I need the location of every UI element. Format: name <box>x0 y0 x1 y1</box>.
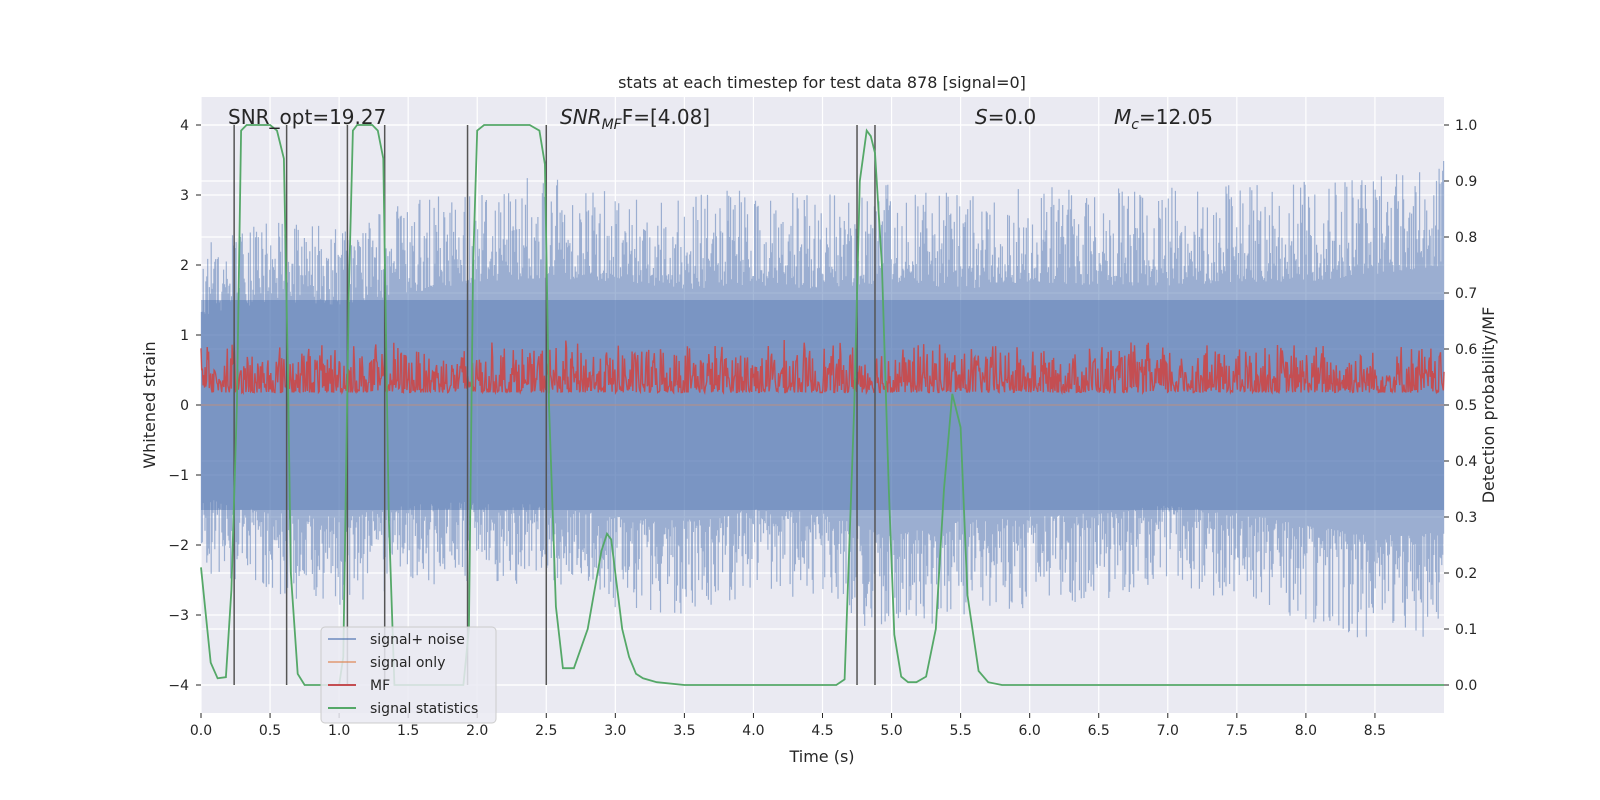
mf-trace <box>200 339 1445 396</box>
y-tick-label: −4 <box>168 678 189 694</box>
legend-label-mf: MF <box>370 678 390 694</box>
snr-opt-annotation: SNR_opt=19.27 <box>228 105 386 129</box>
y2-tick-label: 0.0 <box>1455 678 1477 694</box>
s-main: S <box>975 105 988 129</box>
x-tick-label: 5.5 <box>949 723 971 739</box>
y-tick-label: −3 <box>168 608 189 624</box>
y2-ticks: 0.0 0.1 0.2 0.3 0.4 0.5 0.6 0.7 0.8 0.9 1.0 <box>1444 118 1477 694</box>
mc-annotation: Mc=12.05 <box>1114 105 1213 133</box>
y-tick-label: 1 <box>180 328 189 344</box>
x-tick-label: 3.0 <box>604 723 626 739</box>
x-tick-label: 0.5 <box>259 723 281 739</box>
x-tick-label: 8.5 <box>1364 723 1386 739</box>
y2-tick-label: 0.8 <box>1455 230 1477 246</box>
x-tick-label: 0.0 <box>190 723 212 739</box>
legend: signal+ noise signal only MF signal stat… <box>320 626 497 724</box>
snr-mf-main: SNR <box>560 105 602 129</box>
snr-mf-tail: F=[4.08] <box>622 105 710 129</box>
mf-series <box>200 339 1445 396</box>
y2-tick-label: 0.4 <box>1455 454 1477 470</box>
y2-tick-label: 0.5 <box>1455 398 1477 414</box>
y-tick-label: 2 <box>180 258 189 274</box>
x-tick-label: 7.5 <box>1226 723 1248 739</box>
y2-tick-label: 1.0 <box>1455 118 1477 134</box>
x-tick-label: 2.0 <box>466 723 488 739</box>
snr-mf-sub: MF <box>602 117 623 133</box>
s-tail: =0.0 <box>988 105 1037 129</box>
y2-tick-label: 0.1 <box>1455 622 1477 638</box>
x-tick-label: 7.0 <box>1157 723 1179 739</box>
x-tick-label: 5.0 <box>880 723 902 739</box>
y-tick-label: 4 <box>180 118 189 134</box>
y2-tick-label: 0.3 <box>1455 510 1477 526</box>
y-axis-label: Whitened strain <box>140 341 159 468</box>
legend-label-signal: signal only <box>370 655 445 671</box>
signal-statistics-series <box>200 124 1444 686</box>
legend-label-noise: signal+ noise <box>370 632 465 648</box>
x-tick-label: 6.0 <box>1019 723 1041 739</box>
y2-tick-label: 0.9 <box>1455 174 1477 190</box>
x-tick-label: 2.5 <box>535 723 557 739</box>
s-annotation: S=0.0 <box>975 105 1036 129</box>
y-ticks: −4 −3 −2 −1 0 1 2 3 4 <box>168 118 201 694</box>
y2-tick-label: 0.7 <box>1455 286 1477 302</box>
x-tick-label: 1.5 <box>397 723 419 739</box>
x-tick-label: 4.0 <box>742 723 764 739</box>
x-ticks: 0.0 0.5 1.0 1.5 2.0 2.5 3.0 3.5 4.0 4.5 5.0 5.5 6.0 6… <box>190 713 1386 739</box>
legend-box <box>320 626 497 724</box>
mc-main: M <box>1114 105 1131 129</box>
x-tick-label: 6.5 <box>1088 723 1110 739</box>
y-tick-label: 3 <box>180 188 189 204</box>
y-tick-label: −2 <box>168 538 189 554</box>
mc-sub: c <box>1131 117 1139 133</box>
x-tick-label: 8.0 <box>1295 723 1317 739</box>
y2-tick-label: 0.6 <box>1455 342 1477 358</box>
legend-label-stat: signal statistics <box>370 701 478 717</box>
mc-tail: =12.05 <box>1139 105 1213 129</box>
y-tick-label: −1 <box>168 468 189 484</box>
y-tick-label: 0 <box>180 398 189 414</box>
x-tick-label: 1.0 <box>328 723 350 739</box>
x-axis-label: Time (s) <box>788 747 854 766</box>
y2-axis-label: Detection probability/MF <box>1479 307 1498 504</box>
y2-tick-label: 0.2 <box>1455 566 1477 582</box>
x-tick-label: 3.5 <box>673 723 695 739</box>
stat-trace <box>200 124 1444 686</box>
chart-title: stats at each timestep for test data 878… <box>618 73 1026 92</box>
snr-mf-annotation: SNRMFF=[4.08] <box>560 105 710 133</box>
x-tick-label: 4.5 <box>811 723 833 739</box>
